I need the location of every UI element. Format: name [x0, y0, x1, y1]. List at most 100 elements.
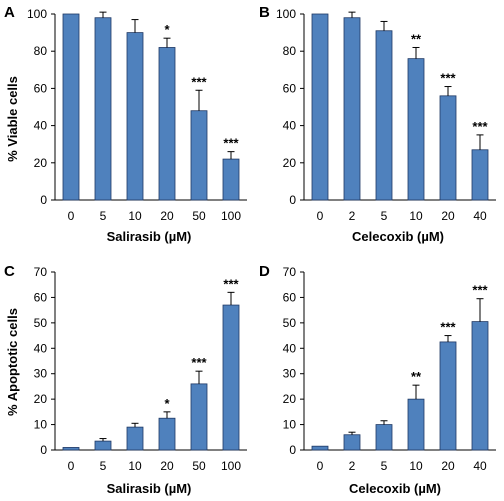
panel-b-y-tick-label: 40 — [283, 119, 297, 133]
panel-d-y-tick-label: 0 — [289, 443, 296, 457]
panel-a-y-tick-label: 100 — [27, 7, 47, 21]
panel-d-bar — [343, 434, 361, 451]
panel-a-bar — [62, 13, 80, 201]
panel-c-bar — [126, 426, 144, 451]
panel-c-y-tick-label: 0 — [40, 443, 47, 457]
panel-d-significance: *** — [440, 320, 456, 335]
panel-b-significance: ** — [411, 31, 422, 46]
panel-d-y-tick-label: 10 — [283, 418, 297, 432]
panel-c-x-tick-label: 100 — [221, 459, 241, 473]
panel-a-significance: *** — [191, 74, 207, 89]
panel-a-xlabel: Salirasib (µM) — [107, 229, 192, 244]
panel-d-bar — [471, 321, 489, 451]
panel-d-y-tick-label: 20 — [283, 392, 297, 406]
panel-a-y-tick-label: 80 — [34, 44, 48, 58]
panel-d-xlabel: Celecoxib (µM) — [349, 481, 441, 496]
panel-a-y-tick-label: 40 — [34, 119, 48, 133]
panel-c-letter: C — [4, 263, 15, 280]
panel-b: B Celecoxib (µM) 0 20 40 60 80 100 0 2 5 ** 10 *** 2… — [259, 4, 496, 244]
panel-b-y-tick-label: 60 — [283, 81, 297, 95]
panel-a-x-tick-label: 0 — [68, 209, 75, 223]
panel-d-significance: ** — [411, 369, 422, 384]
panel-b-y-tick-label: 80 — [283, 44, 297, 58]
panel-c-bar — [94, 440, 112, 451]
panel-a-bar — [158, 47, 176, 201]
panel-c-x-tick-label: 50 — [192, 459, 206, 473]
panel-c-significance: *** — [223, 276, 239, 291]
panel-d-letter: D — [259, 263, 270, 280]
panel-b-significance: *** — [440, 71, 456, 86]
panel-c-x-tick-label: 20 — [160, 459, 174, 473]
panel-b-x-tick-label: 2 — [349, 209, 356, 223]
panel-d-y-tick-label: 30 — [283, 367, 297, 381]
panel-b-xlabel: Celecoxib (µM) — [352, 229, 444, 244]
panel-d-significance: *** — [472, 283, 488, 298]
panel-c-y-tick-label: 40 — [34, 341, 48, 355]
panel-a-bar — [126, 32, 144, 201]
panel-a-bar — [222, 158, 240, 201]
panel-c-bar — [222, 304, 240, 451]
panel-d-x-tick-label: 5 — [381, 459, 388, 473]
panel-a-y-tick-label: 0 — [40, 193, 47, 207]
panel-c-y-tick-label: 10 — [34, 418, 48, 432]
panel-b-y-tick-label: 0 — [289, 193, 296, 207]
panel-c-y-tick-label: 70 — [34, 265, 48, 279]
panel-b-x-tick-label: 0 — [317, 209, 324, 223]
panel-d-bar — [407, 398, 425, 451]
panel-a-significance: *** — [223, 136, 239, 151]
panel-b-bar — [471, 149, 489, 201]
panel-d-y-tick-label: 40 — [283, 341, 297, 355]
panel-c-y-tick-label: 60 — [34, 290, 48, 304]
panel-a-letter: A — [4, 4, 15, 21]
panel-c-bar — [62, 447, 80, 451]
panel-a-significance: * — [164, 22, 170, 37]
panel-d-y-tick-label: 50 — [283, 316, 297, 330]
panel-d-x-tick-label: 10 — [409, 459, 423, 473]
panel-c-bar — [158, 417, 176, 451]
panel-d-bar — [375, 424, 393, 451]
panel-b-bar — [439, 95, 457, 201]
panel-d-bar — [311, 445, 329, 451]
panel-a-x-tick-label: 100 — [221, 209, 241, 223]
panel-a-x-tick-label: 50 — [192, 209, 206, 223]
panel-c-xlabel: Salirasib (µM) — [107, 481, 192, 496]
panel-a-x-tick-label: 20 — [160, 209, 174, 223]
panel-c-x-tick-label: 0 — [68, 459, 75, 473]
panel-d-bar — [439, 341, 457, 451]
panel-a-x-tick-label: 5 — [100, 209, 107, 223]
panel-c-bar — [190, 383, 208, 451]
panel-a-y-tick-label: 20 — [34, 156, 48, 170]
panel-b-bar — [375, 30, 393, 201]
panel-c: C % Apoptotic cells Salirasib (µM) 0 10 20… — [4, 263, 247, 496]
panel-b-bar — [407, 58, 425, 201]
panel-d-x-tick-label: 0 — [317, 459, 324, 473]
panel-c-y-tick-label: 20 — [34, 392, 48, 406]
panel-a: A % Viable cells Salirasib (µM) 0 20 40 60 8… — [4, 4, 247, 244]
panel-d-x-tick-label: 2 — [349, 459, 356, 473]
panel-d-x-tick-label: 20 — [441, 459, 455, 473]
panel-a-bar — [94, 17, 112, 201]
panel-b-y-tick-label: 20 — [283, 156, 297, 170]
panel-d: D Celecoxib (µM) 0 10 20 30 40 50 60 70 0 2 5 ** 10 *… — [259, 263, 496, 496]
panel-b-x-tick-label: 40 — [473, 209, 487, 223]
panel-b-x-tick-label: 20 — [441, 209, 455, 223]
panel-c-x-tick-label: 5 — [100, 459, 107, 473]
panel-b-plot: 0 20 40 60 80 100 0 2 5 ** 10 *** 20 *** 40 — [276, 7, 496, 223]
panel-b-letter: B — [259, 4, 270, 21]
panel-b-bar — [311, 13, 329, 201]
panel-b-x-tick-label: 5 — [381, 209, 388, 223]
panel-c-plot: 0 10 20 30 40 50 60 70 0 5 10 * 20 *** 50 *** 100 — [34, 265, 247, 473]
panel-a-y-tick-label: 60 — [34, 81, 48, 95]
panel-c-x-tick-label: 10 — [128, 459, 142, 473]
panel-b-significance: *** — [472, 119, 488, 134]
panel-d-y-tick-label: 70 — [283, 265, 297, 279]
panel-a-plot: 0 20 40 60 80 100 0 5 10 * 20 *** 50 *** 100 — [27, 7, 247, 223]
panel-b-bar — [343, 17, 361, 201]
panel-d-y-tick-label: 60 — [283, 290, 297, 304]
panel-a-x-tick-label: 10 — [128, 209, 142, 223]
panel-b-y-tick-label: 100 — [276, 7, 296, 21]
panel-b-x-tick-label: 10 — [409, 209, 423, 223]
panel-d-plot: 0 10 20 30 40 50 60 70 0 2 5 ** 10 *** 20 *** 40 — [283, 265, 496, 473]
panel-a-ylabel: % Viable cells — [5, 76, 20, 162]
